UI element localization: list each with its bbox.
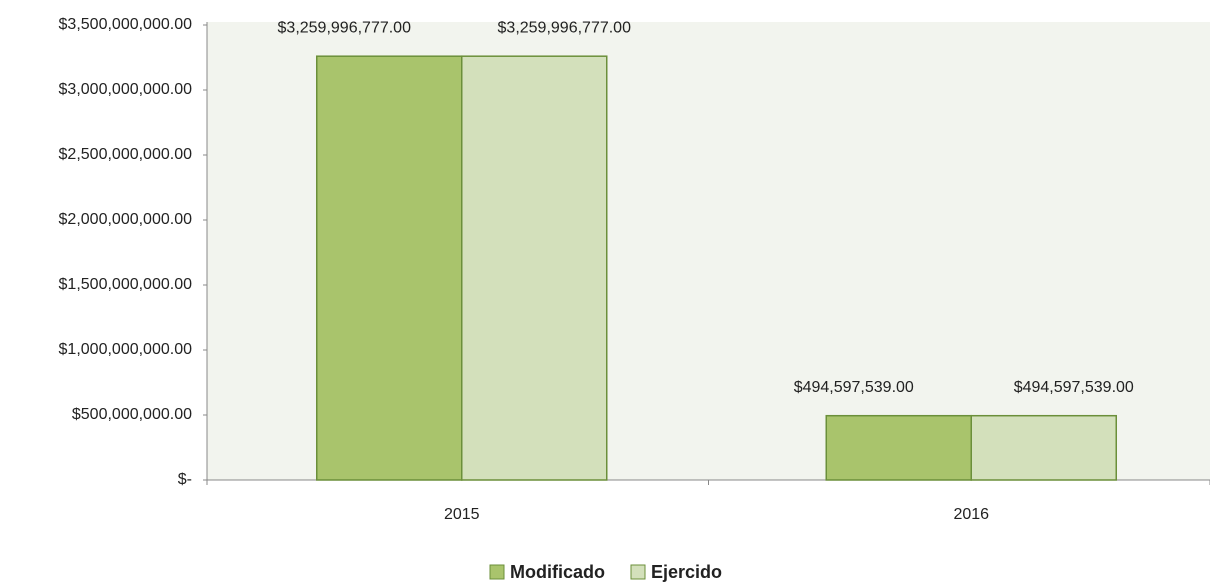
y-tick-label: $- [178, 471, 192, 488]
y-tick-label: $1,500,000,000.00 [59, 276, 193, 293]
value-label: $3,259,996,777.00 [498, 19, 632, 36]
y-tick-label: $3,500,000,000.00 [59, 16, 193, 33]
value-label: $494,597,539.00 [794, 379, 914, 396]
y-tick-label: $1,000,000,000.00 [59, 341, 193, 358]
bar [970, 414, 1117, 481]
bar [316, 55, 463, 481]
bar [461, 55, 608, 481]
legend-label: Ejercido [651, 562, 722, 582]
value-label: $3,259,996,777.00 [278, 19, 412, 36]
y-tick-label: $2,000,000,000.00 [59, 211, 193, 228]
legend-label: Modificado [510, 562, 605, 582]
value-label: $494,597,539.00 [1014, 379, 1134, 396]
y-tick-label: $3,000,000,000.00 [59, 81, 193, 98]
legend-swatch [489, 564, 505, 580]
bar [825, 414, 972, 481]
y-tick-label: $2,500,000,000.00 [59, 146, 193, 163]
x-tick-label: 2016 [953, 506, 989, 523]
legend-swatch [630, 564, 646, 580]
x-tick-label: 2015 [444, 506, 480, 523]
y-tick-label: $500,000,000.00 [72, 406, 192, 423]
